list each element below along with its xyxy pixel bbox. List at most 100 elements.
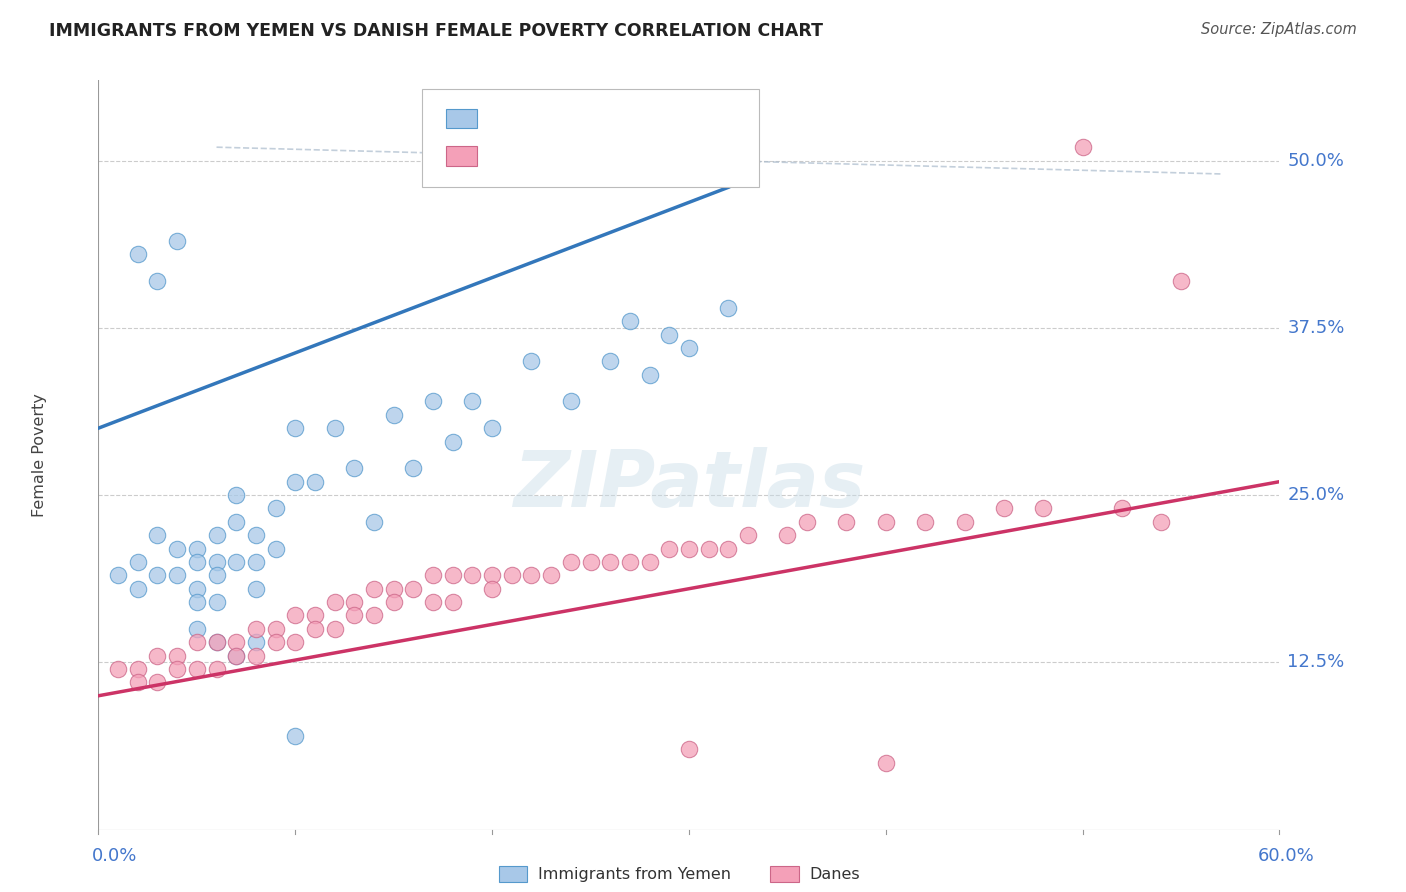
Point	[166, 234, 188, 248]
Point	[146, 568, 169, 582]
Point	[1032, 501, 1054, 516]
Point	[697, 541, 720, 556]
Point	[678, 541, 700, 556]
Point	[264, 501, 287, 516]
Point	[186, 622, 208, 636]
Point	[284, 635, 307, 649]
Point	[146, 528, 169, 542]
Point	[363, 608, 385, 623]
Text: 37.5%: 37.5%	[1288, 318, 1344, 337]
Point	[146, 648, 169, 663]
Point	[481, 421, 503, 435]
Point	[599, 354, 621, 368]
Point	[127, 582, 149, 596]
Point	[776, 528, 799, 542]
Point	[343, 595, 366, 609]
Point	[441, 568, 464, 582]
Point	[186, 662, 208, 676]
Text: N = 51: N = 51	[600, 110, 658, 128]
Point	[205, 635, 228, 649]
Point	[422, 568, 444, 582]
Point	[225, 648, 247, 663]
Point	[953, 515, 976, 529]
Point	[658, 541, 681, 556]
Point	[127, 247, 149, 261]
Point	[560, 394, 582, 409]
Text: 0.0%: 0.0%	[91, 847, 136, 865]
Point	[323, 595, 346, 609]
Text: Danes: Danes	[810, 867, 860, 881]
Text: Immigrants from Yemen: Immigrants from Yemen	[538, 867, 731, 881]
Point	[127, 662, 149, 676]
Point	[560, 555, 582, 569]
Point	[382, 582, 405, 596]
Point	[245, 555, 267, 569]
Text: Female Poverty: Female Poverty	[32, 393, 46, 516]
Text: 25.0%: 25.0%	[1288, 486, 1344, 504]
Text: ZIPatlas: ZIPatlas	[513, 447, 865, 523]
Point	[481, 582, 503, 596]
Point	[993, 501, 1015, 516]
Point	[245, 528, 267, 542]
Point	[1170, 274, 1192, 288]
Point	[1111, 501, 1133, 516]
Point	[205, 528, 228, 542]
Point	[382, 408, 405, 422]
Point	[343, 461, 366, 475]
Point	[284, 729, 307, 743]
Point	[717, 541, 740, 556]
Point	[205, 635, 228, 649]
Point	[737, 528, 759, 542]
Text: 12.5%: 12.5%	[1288, 653, 1344, 672]
Text: N = 64: N = 64	[600, 147, 658, 165]
Point	[619, 555, 641, 569]
Point	[1071, 140, 1094, 154]
Point	[579, 555, 602, 569]
Point	[638, 555, 661, 569]
Point	[186, 635, 208, 649]
Point	[166, 568, 188, 582]
Point	[284, 608, 307, 623]
Point	[678, 742, 700, 756]
Text: Source: ZipAtlas.com: Source: ZipAtlas.com	[1201, 22, 1357, 37]
Point	[658, 327, 681, 342]
Point	[186, 555, 208, 569]
Point	[225, 635, 247, 649]
Point	[363, 515, 385, 529]
Point	[835, 515, 858, 529]
Point	[186, 541, 208, 556]
Text: 60.0%: 60.0%	[1258, 847, 1315, 865]
Point	[245, 622, 267, 636]
Text: 50.0%: 50.0%	[1288, 152, 1344, 169]
Point	[245, 648, 267, 663]
Point	[205, 595, 228, 609]
Text: IMMIGRANTS FROM YEMEN VS DANISH FEMALE POVERTY CORRELATION CHART: IMMIGRANTS FROM YEMEN VS DANISH FEMALE P…	[49, 22, 823, 40]
Point	[422, 394, 444, 409]
Point	[875, 756, 897, 770]
Point	[678, 341, 700, 355]
Point	[205, 568, 228, 582]
Point	[186, 582, 208, 596]
Point	[284, 475, 307, 489]
Point	[107, 662, 129, 676]
Point	[264, 541, 287, 556]
Point	[264, 622, 287, 636]
Point	[717, 301, 740, 315]
Point	[540, 568, 562, 582]
Point	[245, 635, 267, 649]
Point	[284, 421, 307, 435]
Point	[461, 568, 484, 582]
Point	[225, 488, 247, 502]
Point	[363, 582, 385, 596]
Point	[127, 675, 149, 690]
Text: R = 0.375: R = 0.375	[491, 110, 574, 128]
Point	[245, 582, 267, 596]
Point	[166, 541, 188, 556]
Point	[501, 568, 523, 582]
Point	[461, 394, 484, 409]
Point	[599, 555, 621, 569]
Point	[520, 568, 543, 582]
Point	[638, 368, 661, 382]
Point	[1150, 515, 1173, 529]
Point	[382, 595, 405, 609]
